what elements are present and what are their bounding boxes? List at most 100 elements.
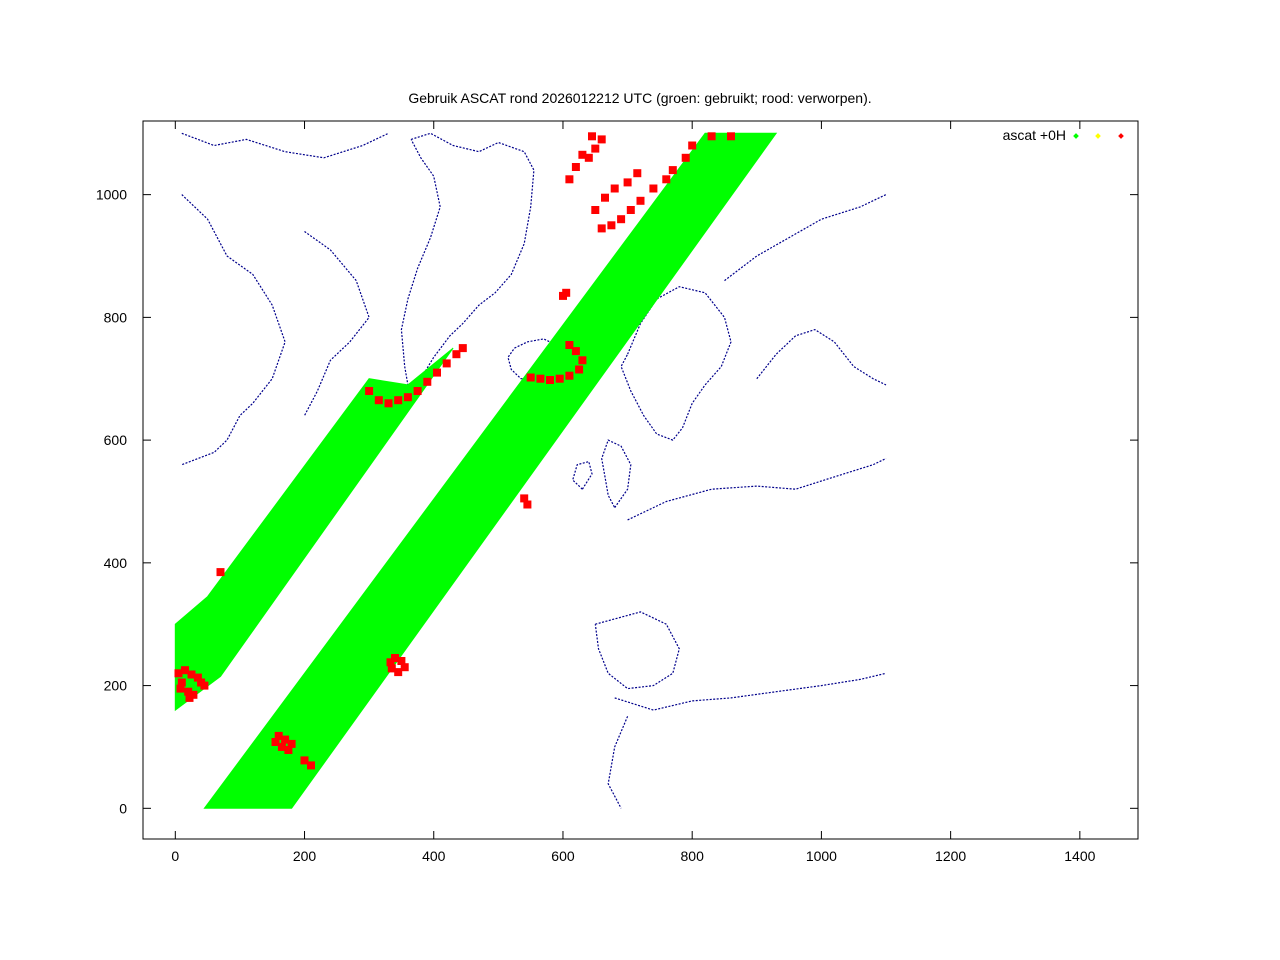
rejected-point	[571, 163, 580, 171]
x-tick-label: 1200	[935, 848, 966, 864]
y-tick-label: 800	[104, 309, 128, 325]
rejected-point	[707, 132, 716, 141]
rejected-point	[274, 731, 283, 740]
x-tick-label: 800	[681, 848, 705, 864]
rejected-point	[578, 150, 587, 159]
rejected-point	[287, 739, 296, 748]
rejected-point	[591, 144, 600, 153]
rejected-point	[649, 184, 658, 193]
rejected-point	[174, 669, 183, 678]
rejected-point	[185, 693, 194, 702]
rejected-point	[181, 666, 189, 675]
rejected-point	[610, 184, 619, 193]
rejected-point	[601, 193, 609, 202]
rejected-point	[458, 344, 467, 353]
used-observation-swaths	[174, 132, 778, 809]
rejected-point	[636, 196, 645, 205]
x-tick-label: 1400	[1064, 848, 1095, 864]
rejected-point	[423, 377, 432, 386]
rejected-point	[271, 738, 280, 746]
rejected-point	[565, 371, 574, 380]
rejected-point	[300, 756, 309, 765]
rejected-point	[200, 681, 209, 690]
coastline	[614, 672, 887, 711]
rejected-point	[413, 387, 422, 395]
rejected-point	[307, 761, 315, 770]
legend-marker	[1118, 133, 1124, 139]
legend-label-ascat: ascat +0H	[1003, 127, 1066, 143]
rejected-point	[452, 350, 461, 359]
rejected-point	[617, 215, 626, 224]
rejected-point	[391, 654, 399, 662]
chart-title: Gebruik ASCAT rond 2026012212 UTC (groen…	[408, 90, 871, 106]
rejected-point	[607, 221, 616, 230]
rejected-point	[688, 141, 697, 150]
coastline	[181, 132, 389, 159]
x-tick-label: 0	[171, 848, 179, 864]
rejected-point	[578, 356, 587, 365]
rejected-point	[177, 678, 186, 687]
legend-marker	[1095, 133, 1101, 139]
rejected-point	[277, 742, 286, 751]
rejected-point	[394, 668, 403, 677]
rejected-point	[520, 494, 529, 503]
y-tick-label: 0	[119, 800, 127, 816]
x-tick-label: 400	[422, 848, 446, 864]
rejected-point	[597, 135, 606, 144]
used-swath-2	[203, 132, 778, 809]
rejected-point	[555, 374, 564, 383]
coastline	[507, 338, 564, 380]
rejected-point	[374, 396, 383, 405]
rejected-point	[386, 658, 395, 667]
x-tick-label: 200	[293, 848, 317, 864]
legend-marker	[1073, 133, 1079, 139]
coastline	[620, 286, 732, 441]
coastline	[303, 231, 370, 416]
rejected-point	[433, 368, 441, 377]
rejected-point	[727, 132, 735, 141]
x-tick-label: 600	[551, 848, 575, 864]
rejected-point	[584, 153, 593, 162]
rejected-point	[588, 132, 596, 141]
rejected-point	[187, 670, 196, 679]
rejected-point	[562, 288, 571, 297]
rejected-point	[523, 500, 532, 509]
y-tick-label: 400	[104, 555, 128, 571]
rejected-point	[403, 393, 412, 402]
rejected-point	[565, 341, 574, 349]
rejected-point	[387, 664, 396, 673]
rejected-point	[681, 153, 690, 162]
rejected-point	[626, 206, 635, 214]
rejected-point	[400, 663, 409, 672]
rejected-point	[565, 175, 574, 184]
coastline	[607, 716, 629, 809]
rejected-observations	[174, 132, 735, 770]
coastlines	[181, 132, 887, 809]
y-tick-label: 600	[104, 432, 128, 448]
coastline	[572, 460, 593, 490]
y-tick-label: 200	[104, 678, 128, 694]
coastline	[594, 611, 680, 690]
rejected-point	[623, 178, 632, 187]
axis-ticks: 0 200 400 600 800 1000 1200 1400 0 200 400 600 800 10…	[96, 121, 1138, 864]
coastline	[627, 457, 887, 521]
rejected-point	[575, 365, 584, 374]
rejected-point	[365, 387, 374, 395]
rejected-point	[591, 206, 600, 214]
rejected-point	[571, 347, 580, 356]
rejected-point	[597, 224, 606, 233]
legend: ascat +0H	[1003, 127, 1124, 143]
rejected-point	[394, 396, 403, 405]
rejected-point	[442, 359, 451, 368]
x-tick-label: 1000	[806, 848, 837, 864]
coastline	[756, 328, 887, 386]
coastline	[724, 194, 887, 282]
y-tick-label: 1000	[96, 187, 127, 203]
rejected-point	[281, 735, 290, 744]
used-swath-1	[174, 347, 454, 712]
plot-frame	[142, 120, 1139, 840]
rejected-point	[546, 376, 554, 384]
rejected-point	[662, 175, 671, 184]
rejected-point	[216, 568, 225, 577]
